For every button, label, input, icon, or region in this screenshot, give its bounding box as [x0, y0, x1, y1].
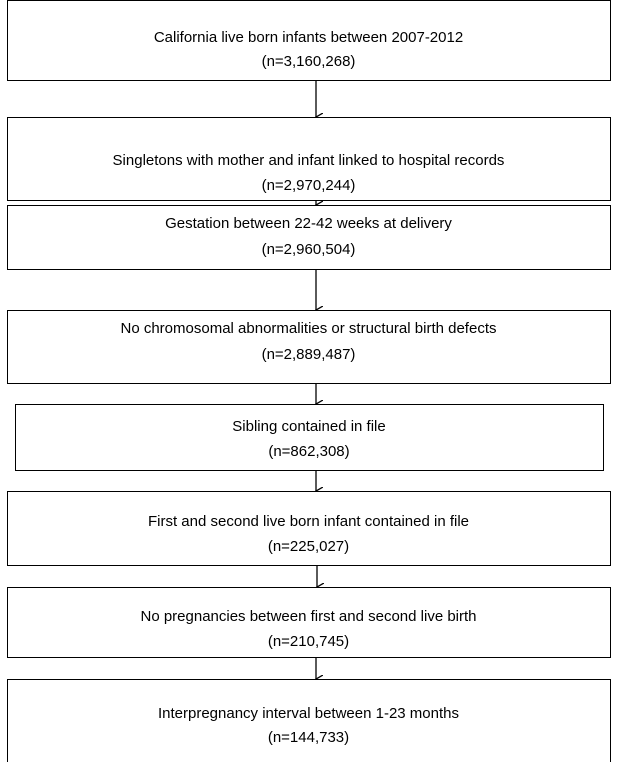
box-label: California live born infants between 200…: [154, 29, 463, 46]
box-label: No pregnancies between first and second …: [140, 608, 476, 625]
box-count: (n=2,889,487): [262, 346, 356, 363]
box-label: No chromosomal abnormalities or structur…: [121, 320, 497, 337]
flow-box: [7, 310, 611, 384]
box-label: Singletons with mother and infant linked…: [113, 152, 505, 169]
flow-box: [7, 679, 611, 762]
flow-box: [15, 404, 604, 471]
box-count: (n=2,960,504): [262, 241, 356, 258]
flow-box: [7, 491, 611, 566]
box-count: (n=2,970,244): [262, 177, 356, 194]
box-label: Gestation between 22-42 weeks at deliver…: [165, 215, 452, 232]
box-count: (n=210,745): [268, 633, 349, 650]
box-count: (n=225,027): [268, 538, 349, 555]
box-label: Sibling contained in file: [232, 418, 385, 435]
box-label: Interpregnancy interval between 1-23 mon…: [158, 705, 459, 722]
flow-box: [7, 205, 611, 270]
flow-box: [7, 117, 611, 201]
box-label: First and second live born infant contai…: [148, 513, 469, 530]
box-count: (n=862,308): [268, 443, 349, 460]
box-count: (n=144,733): [268, 729, 349, 746]
flow-box: [7, 0, 611, 81]
box-count: (n=3,160,268): [262, 53, 356, 70]
flow-box: [7, 587, 611, 658]
